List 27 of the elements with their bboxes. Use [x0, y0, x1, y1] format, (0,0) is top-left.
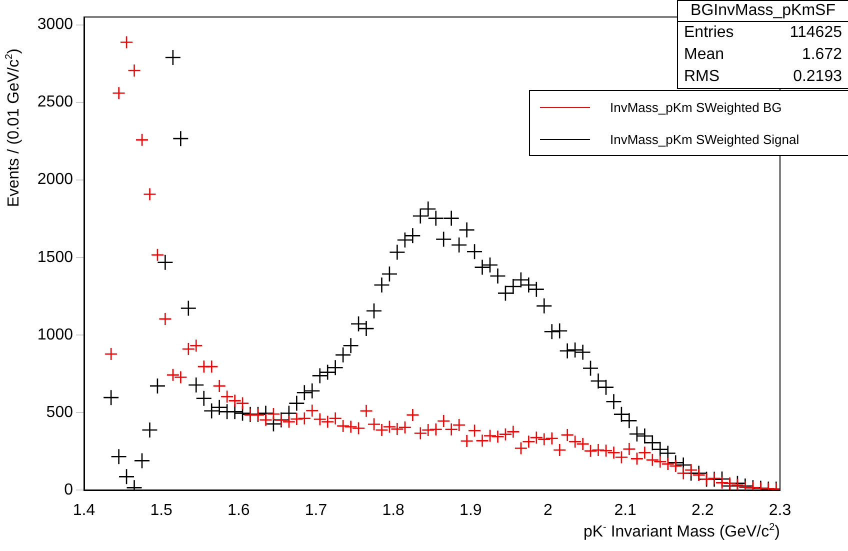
y-tick-label: 1000 — [37, 326, 74, 344]
x-tick-label: 1.9 — [460, 502, 482, 520]
annotation: Entries — [684, 23, 734, 43]
x-tick-label: 1.7 — [304, 502, 328, 520]
legend-label: InvMass_pKm SWeighted BG — [610, 100, 782, 114]
y-tick-label: 3000 — [37, 16, 74, 34]
x-tick-label: 2.2 — [692, 502, 714, 520]
x-tick-label: 2 — [544, 502, 553, 520]
x-tick-label: 1.8 — [382, 502, 405, 520]
annotation: BGInvMass_pKmSF — [678, 1, 848, 22]
y-tick-label: 1500 — [37, 248, 74, 266]
y-tick-label: 2000 — [37, 171, 74, 188]
y-tick-label: 0 — [64, 481, 74, 498]
x-tick-label: 1.4 — [72, 502, 96, 520]
x-axis-title: pK$^{-}$ Invariant Mass (GeV/c$^{2}$) — [583, 522, 780, 542]
x-tick-label: 2.1 — [614, 502, 637, 520]
x-tick-label: 1.6 — [228, 502, 250, 520]
x-tick-label: 2.3 — [768, 502, 792, 520]
text: 1.672 — [802, 45, 842, 65]
text: 114625 — [790, 23, 842, 43]
x-tick-label: 1.5 — [150, 502, 173, 520]
annotation: Mean — [684, 45, 724, 65]
text: 0.2193 — [793, 67, 842, 87]
legend-label: InvMass_pKm SWeighted Signal — [610, 132, 800, 146]
y-tick-label: 2500 — [37, 94, 74, 111]
y-tick-label: 500 — [46, 404, 74, 421]
annotation: RMS — [684, 67, 720, 87]
